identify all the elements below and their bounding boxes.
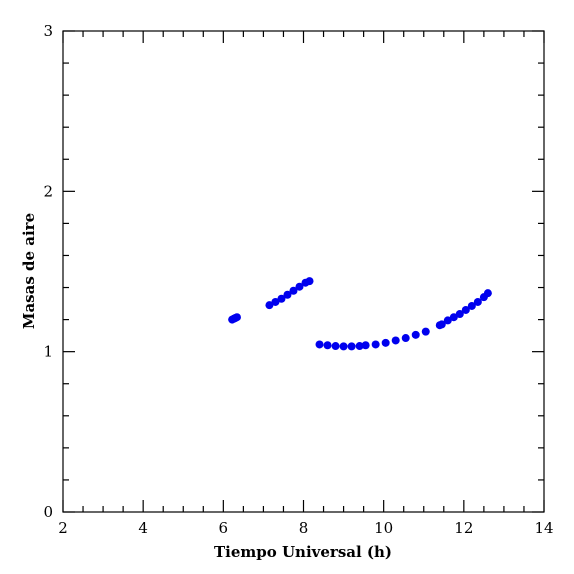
airmass-series bbox=[265, 277, 314, 310]
data-point bbox=[305, 277, 314, 286]
data-point bbox=[277, 294, 286, 303]
data-point bbox=[323, 341, 332, 350]
data-point bbox=[455, 309, 464, 318]
x-tick-label: 12 bbox=[454, 519, 473, 537]
x-tick-label: 6 bbox=[219, 519, 229, 537]
data-point bbox=[467, 301, 476, 310]
airmass-series bbox=[361, 327, 430, 350]
data-point bbox=[339, 342, 348, 351]
data-point bbox=[355, 342, 364, 351]
data-point bbox=[232, 313, 241, 322]
data-point bbox=[443, 316, 452, 325]
data-point bbox=[347, 342, 356, 351]
data-point bbox=[289, 286, 298, 295]
data-point bbox=[295, 282, 304, 291]
data-point bbox=[361, 341, 370, 350]
data-point bbox=[449, 313, 458, 322]
data-point bbox=[271, 297, 280, 306]
data-point bbox=[331, 342, 340, 351]
y-tick-label: 2 bbox=[43, 182, 53, 200]
airmass-series bbox=[315, 340, 364, 351]
y-axis-label: Masas de aire bbox=[20, 213, 38, 329]
airmass-series bbox=[435, 320, 446, 330]
x-tick-label: 8 bbox=[299, 519, 309, 537]
data-point bbox=[483, 289, 492, 298]
data-points bbox=[228, 277, 492, 351]
airmass-series bbox=[443, 289, 492, 325]
data-point bbox=[437, 320, 446, 329]
x-axis-label: Tiempo Universal (h) bbox=[214, 543, 392, 561]
data-point bbox=[381, 338, 390, 347]
data-point bbox=[265, 301, 274, 310]
data-point bbox=[411, 330, 420, 339]
data-point bbox=[371, 340, 380, 349]
data-point bbox=[315, 340, 324, 349]
data-point bbox=[283, 290, 292, 299]
data-point bbox=[391, 336, 400, 345]
data-point bbox=[401, 334, 410, 343]
y-tick-label: 0 bbox=[43, 503, 53, 521]
plot-frame bbox=[62, 30, 545, 513]
x-tick-label: 14 bbox=[534, 519, 553, 537]
axis-ticks bbox=[62, 30, 545, 513]
airmass-series bbox=[228, 313, 241, 324]
y-tick-label: 1 bbox=[43, 343, 53, 361]
data-point bbox=[421, 327, 430, 336]
data-point bbox=[473, 297, 482, 306]
x-tick-label: 10 bbox=[374, 519, 393, 537]
x-tick-label: 4 bbox=[138, 519, 148, 537]
x-tick-label: 2 bbox=[58, 519, 68, 537]
y-tick-label: 3 bbox=[43, 22, 53, 40]
data-point bbox=[461, 305, 470, 314]
